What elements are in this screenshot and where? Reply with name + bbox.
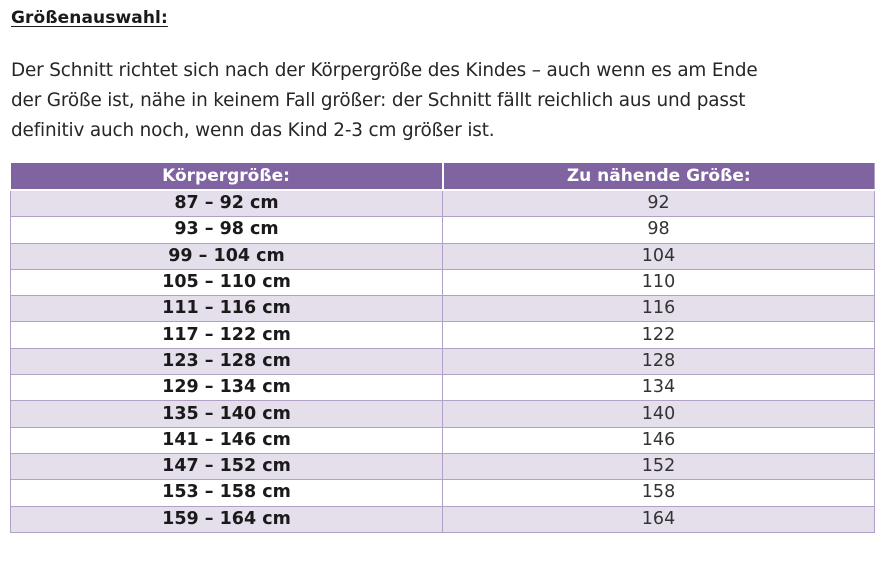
size-table-body: 87 – 92 cm 92 93 – 98 cm 98 99 – 104 cm 104 10… xyxy=(10,189,875,533)
table-row: 129 – 134 cm 134 xyxy=(10,374,875,402)
table-row: 99 – 104 cm 104 xyxy=(10,242,875,270)
table-row: 135 – 140 cm 140 xyxy=(10,400,875,428)
body-height-cell: 147 – 152 cm xyxy=(10,452,443,481)
intro-paragraph: Der Schnitt richtet sich nach der Körper… xyxy=(11,56,881,146)
body-height-cell: 141 – 146 cm xyxy=(10,426,443,454)
sewing-size-cell: 134 xyxy=(442,374,875,402)
sewing-size-cell: 122 xyxy=(442,321,875,349)
table-row: 141 – 146 cm 146 xyxy=(10,426,875,454)
table-row: 111 – 116 cm 116 xyxy=(10,295,875,323)
body-height-cell: 87 – 92 cm xyxy=(10,189,443,218)
header-body-height: Körpergröße: xyxy=(10,163,444,191)
body-height-cell: 135 – 140 cm xyxy=(10,400,443,428)
sewing-size-cell: 104 xyxy=(442,242,875,270)
body-height-cell: 123 – 128 cm xyxy=(10,347,443,376)
table-row: 117 – 122 cm 122 xyxy=(10,321,875,349)
table-row: 105 – 110 cm 110 xyxy=(10,268,875,297)
table-row: 93 – 98 cm 98 xyxy=(10,216,875,244)
sewing-size-cell: 92 xyxy=(442,189,875,218)
body-height-cell: 99 – 104 cm xyxy=(10,242,443,270)
sewing-size-cell: 98 xyxy=(442,216,875,244)
sewing-size-cell: 152 xyxy=(442,452,875,481)
table-row: 123 – 128 cm 128 xyxy=(10,347,875,376)
body-height-cell: 129 – 134 cm xyxy=(10,374,443,402)
table-row: 159 – 164 cm 164 xyxy=(10,505,875,533)
sewing-size-cell: 158 xyxy=(442,479,875,507)
body-height-cell: 117 – 122 cm xyxy=(10,321,443,349)
sewing-size-cell: 164 xyxy=(442,505,875,533)
body-height-cell: 159 – 164 cm xyxy=(10,505,443,533)
size-table-header-row: Körpergröße: Zu nähende Größe: xyxy=(10,163,875,191)
body-height-cell: 93 – 98 cm xyxy=(10,216,443,244)
size-table: Körpergröße: Zu nähende Größe: 87 – 92 c… xyxy=(10,163,875,533)
table-row: 147 – 152 cm 152 xyxy=(10,452,875,481)
page-heading: Größenauswahl: xyxy=(11,8,168,28)
table-row: 153 – 158 cm 158 xyxy=(10,479,875,507)
table-row: 87 – 92 cm 92 xyxy=(10,189,875,218)
header-sewing-size: Zu nähende Größe: xyxy=(442,163,875,191)
body-height-cell: 153 – 158 cm xyxy=(10,479,443,507)
intro-line: der Größe ist, nähe in keinem Fall größe… xyxy=(11,90,746,111)
sewing-size-cell: 128 xyxy=(442,347,875,376)
body-height-cell: 111 – 116 cm xyxy=(10,295,443,323)
sewing-size-cell: 146 xyxy=(442,426,875,454)
sewing-size-cell: 140 xyxy=(442,400,875,428)
intro-line: Der Schnitt richtet sich nach der Körper… xyxy=(11,60,758,81)
body-height-cell: 105 – 110 cm xyxy=(10,268,443,297)
sewing-size-cell: 110 xyxy=(442,268,875,297)
sewing-size-cell: 116 xyxy=(442,295,875,323)
intro-line: definitiv auch noch, wenn das Kind 2-3 c… xyxy=(11,120,495,141)
